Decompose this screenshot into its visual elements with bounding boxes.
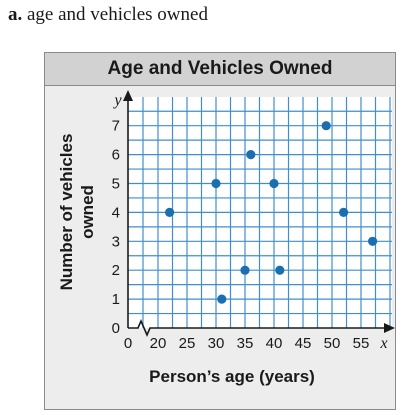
x-tick-label: 25	[179, 335, 196, 352]
x-tick-label: 30	[208, 335, 225, 352]
y-tick-label: 4	[112, 204, 120, 221]
y-axis-letter: y	[112, 92, 122, 109]
data-point	[217, 294, 227, 304]
y-axis-title-line-2: owned	[78, 185, 97, 239]
data-point	[165, 207, 175, 217]
x-tick-label: 40	[266, 335, 283, 352]
data-point	[240, 265, 250, 275]
data-point	[246, 150, 256, 160]
x-tick-label: 45	[295, 335, 312, 352]
y-tick-label: 0	[112, 320, 120, 337]
axes	[123, 90, 395, 338]
x-tick-label: 35	[237, 335, 254, 352]
x-tick-label: 55	[353, 335, 370, 352]
x-tick-label: 50	[324, 335, 341, 352]
y-axis-title-line-1: Number of vehicles	[57, 134, 76, 291]
y-tick-label: 7	[112, 118, 120, 135]
data-point	[321, 121, 331, 131]
y-axis-arrow	[123, 90, 133, 101]
data-points	[165, 121, 378, 304]
y-axis-title: Number of vehicles owned	[57, 134, 97, 291]
y-tick-label: 2	[112, 262, 120, 279]
x-tick-label: 0	[124, 335, 132, 352]
data-point	[368, 236, 378, 246]
chart-title: Age and Vehicles Owned	[107, 58, 333, 79]
problem-label: a. age and vehicles owned	[8, 4, 208, 26]
grid-lines	[128, 97, 392, 328]
y-tick-label: 5	[112, 176, 120, 193]
chart-title-bar: Age and Vehicles Owned	[44, 52, 396, 86]
y-tick-label: 3	[112, 233, 120, 250]
y-tick-label: 1	[112, 291, 120, 308]
problem-letter: a.	[8, 4, 23, 25]
problem-text: age and vehicles owned	[27, 4, 208, 25]
x-axis-arrow	[384, 323, 395, 333]
data-point	[269, 178, 279, 189]
x-axis-line-with-break	[128, 318, 386, 338]
x-axis-letter: x	[379, 335, 387, 352]
data-point	[211, 178, 221, 189]
x-axis-title: Person’s age (years)	[149, 367, 315, 386]
y-tick-label: 6	[112, 147, 120, 164]
data-point	[275, 265, 285, 275]
x-tick-label: 20	[150, 335, 167, 352]
data-point	[339, 207, 349, 217]
